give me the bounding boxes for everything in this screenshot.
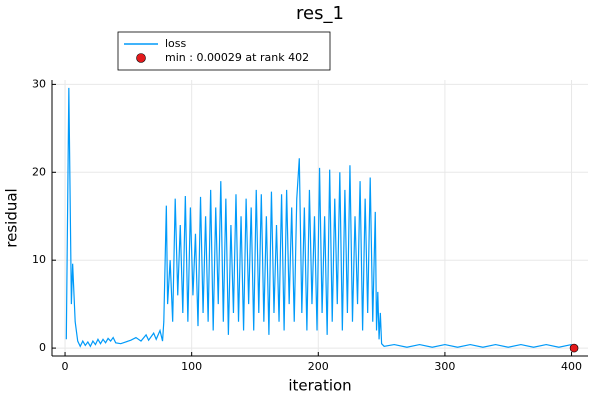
y-tick-label: 30 — [32, 77, 46, 90]
y-axis-label: residual — [3, 188, 21, 247]
x-tick-label: 200 — [308, 360, 329, 373]
x-axis-label: iteration — [288, 377, 351, 395]
legend-label: min : 0.00029 at rank 402 — [165, 51, 309, 64]
y-tick-label: 10 — [32, 253, 46, 266]
x-tick-label: 400 — [561, 360, 582, 373]
x-tick-label: 0 — [62, 360, 69, 373]
plot — [65, 87, 579, 353]
x-tick-label: 100 — [181, 360, 202, 373]
x-tick-label: 300 — [434, 360, 455, 373]
point — [569, 343, 579, 353]
line — [65, 87, 572, 348]
legend: loss min : 0.00029 at rank 402 — [117, 31, 331, 71]
legend-swatch — [136, 53, 146, 63]
y-tick-label: 0 — [39, 341, 46, 354]
y-tick-label: 20 — [32, 165, 46, 178]
legend-label: loss — [165, 37, 187, 50]
legend-box — [117, 31, 331, 71]
chart-title: res_1 — [296, 3, 344, 24]
